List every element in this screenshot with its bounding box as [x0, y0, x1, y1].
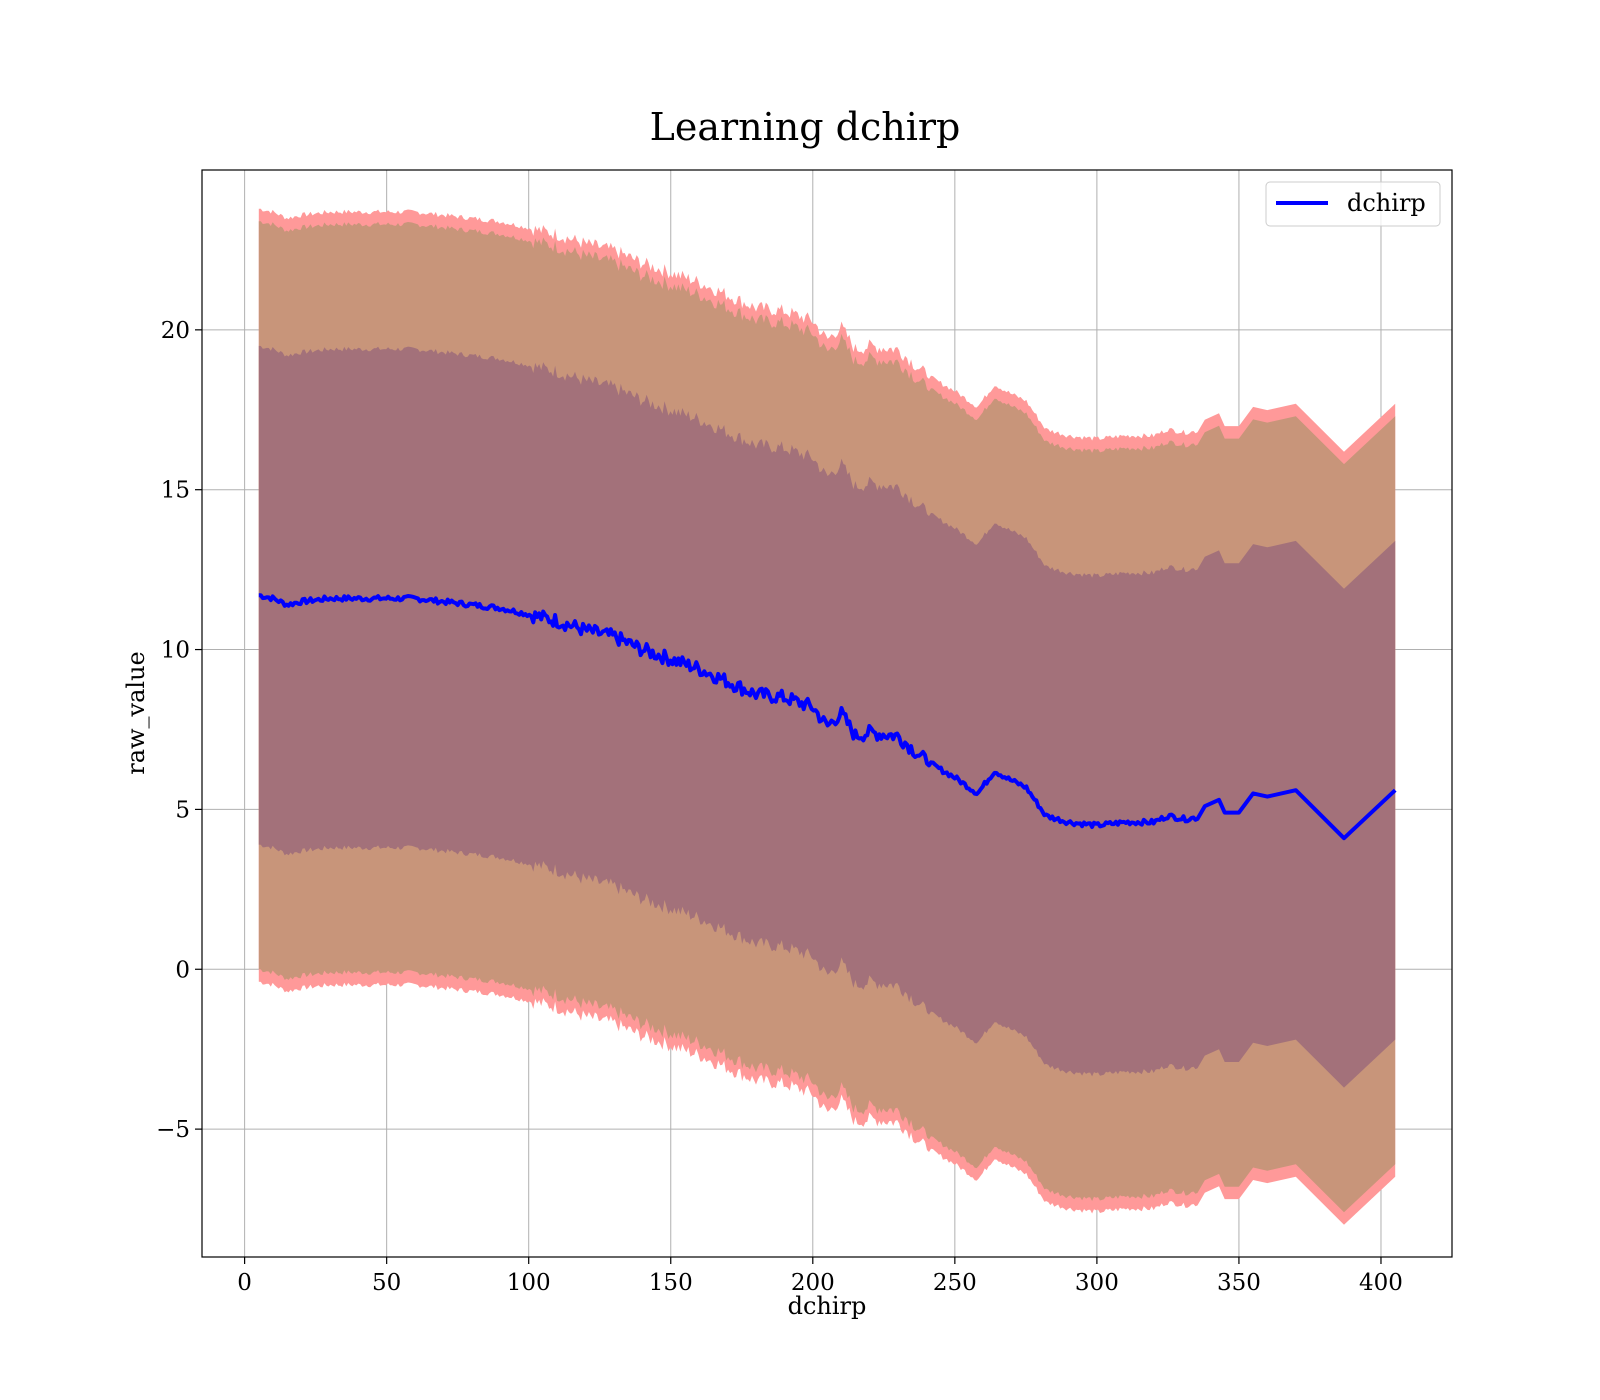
legend: dchirp [1265, 181, 1441, 227]
x-tick-label: 200 [791, 1270, 835, 1296]
plot-frame [201, 169, 1453, 1258]
y-tick-label: 10 [161, 638, 190, 664]
series-lines [258, 593, 1397, 841]
x-tick-label: 150 [649, 1270, 693, 1296]
x-tick-label: 400 [1359, 1270, 1403, 1296]
x-axis-label: dchirp [788, 1292, 867, 1320]
x-tick-label: 100 [507, 1270, 551, 1296]
x-tick-label: 50 [372, 1270, 401, 1296]
y-axis-label: raw_value [122, 651, 150, 775]
bands [258, 208, 1396, 1225]
legend-label: dchirp [1347, 189, 1426, 217]
x-tick-label: 0 [237, 1270, 252, 1296]
y-tick-label: 20 [161, 318, 190, 344]
y-tick-label: 0 [175, 957, 190, 983]
chart-title: Learning dchirp [650, 105, 961, 149]
legend-box [1265, 181, 1441, 227]
y-tick-label: −5 [156, 1117, 190, 1143]
ticks: 0 50 100 150 200 250 300 350 400 −5 0 5 10 15 20 [156, 318, 1403, 1296]
x-tick-label: 300 [1075, 1270, 1119, 1296]
x-tick-label: 350 [1217, 1270, 1261, 1296]
confidence-band [258, 345, 1396, 1088]
series-line-dchirp [258, 593, 1397, 841]
y-tick-label: 5 [175, 797, 190, 823]
x-tick-label: 250 [933, 1270, 977, 1296]
y-tick-label: 15 [161, 478, 190, 504]
